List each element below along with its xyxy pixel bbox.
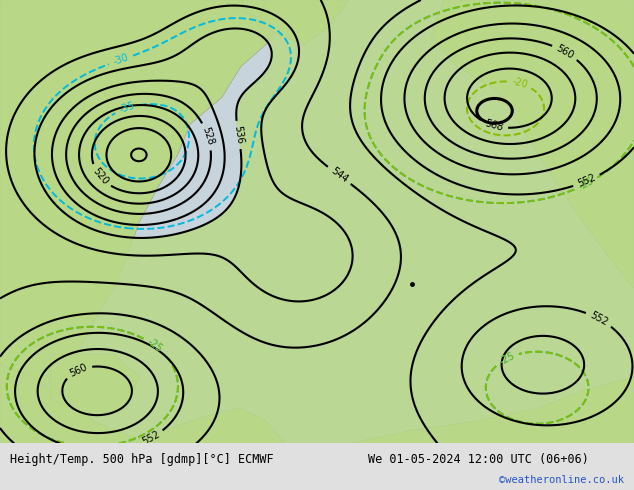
Text: 560: 560 bbox=[555, 43, 576, 61]
Text: -25: -25 bbox=[145, 337, 164, 354]
Polygon shape bbox=[431, 0, 634, 288]
Text: -25: -25 bbox=[577, 176, 595, 192]
Text: 528: 528 bbox=[200, 126, 216, 147]
Polygon shape bbox=[222, 0, 349, 44]
Text: 560: 560 bbox=[68, 362, 89, 379]
Text: 552: 552 bbox=[588, 310, 610, 328]
Text: 568: 568 bbox=[484, 119, 504, 133]
Text: 536: 536 bbox=[232, 125, 245, 145]
Text: ©weatheronline.co.uk: ©weatheronline.co.uk bbox=[500, 475, 624, 485]
Text: We 01-05-2024 12:00 UTC (06+06): We 01-05-2024 12:00 UTC (06+06) bbox=[368, 453, 588, 466]
Text: -25: -25 bbox=[497, 350, 516, 367]
Polygon shape bbox=[349, 377, 634, 443]
Text: -25: -25 bbox=[145, 337, 164, 354]
Polygon shape bbox=[0, 0, 139, 186]
Text: 552: 552 bbox=[576, 172, 597, 189]
Text: -35: -35 bbox=[118, 101, 136, 115]
Text: -20: -20 bbox=[510, 76, 529, 90]
Polygon shape bbox=[241, 0, 266, 18]
Polygon shape bbox=[0, 364, 158, 443]
Text: 544: 544 bbox=[329, 166, 350, 185]
Text: Height/Temp. 500 hPa [gdmp][°C] ECMWF: Height/Temp. 500 hPa [gdmp][°C] ECMWF bbox=[10, 453, 273, 466]
Text: -25: -25 bbox=[577, 176, 595, 192]
Polygon shape bbox=[0, 0, 285, 421]
Polygon shape bbox=[51, 355, 139, 417]
Polygon shape bbox=[127, 408, 285, 443]
Text: -30: -30 bbox=[112, 52, 130, 67]
Text: 552: 552 bbox=[140, 429, 161, 447]
Text: -25: -25 bbox=[497, 350, 516, 367]
Text: 520: 520 bbox=[91, 166, 110, 187]
